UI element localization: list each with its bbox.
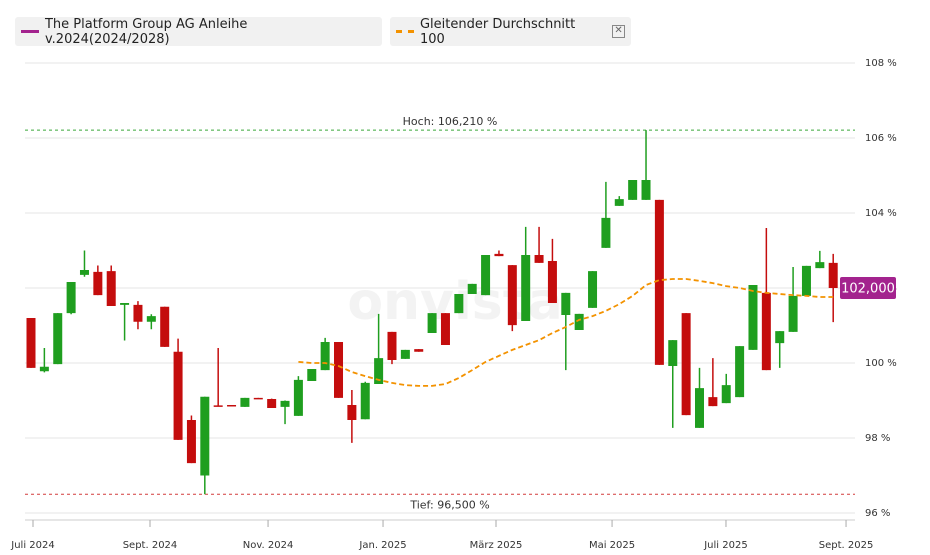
candle-body [708,397,718,407]
remove-indicator-button[interactable]: ✕ [612,25,625,38]
candle-body [561,292,571,315]
last-value-box [840,277,896,299]
legend-item: The Platform Group AG Anleihe v.2024(202… [15,16,382,47]
candle-body [160,306,170,347]
candle-body [133,304,143,322]
candle-body [253,397,263,400]
candle-body [614,199,624,206]
candle-body [601,217,611,248]
x-tick-label: Nov. 2024 [243,540,294,551]
candle-body [186,420,196,464]
legend-label: Gleitender Durchschnitt 100 [419,16,576,47]
candle-body [374,358,384,384]
candle-body [120,303,130,305]
candle-body [26,318,36,368]
candle-body [454,294,464,314]
candle-body [547,261,557,303]
x-tick-label: Sept. 2025 [819,540,874,551]
candle-body [240,397,250,407]
y-tick-label: 98 % [865,433,890,444]
x-tick-label: März 2025 [470,540,523,551]
candle-body [146,316,156,322]
y-tick-label: 106 % [865,133,897,144]
candle-body [775,331,785,344]
candle-body [360,382,370,420]
y-tick-label: 102 % [865,283,897,294]
candle-body [66,282,76,314]
candle-body [427,313,437,333]
y-tick-label: 104 % [865,208,897,219]
candle-body [173,351,183,440]
candle-body [440,313,450,345]
candle-body [588,271,598,308]
x-tick-label: Mai 2025 [589,540,635,551]
legend-swatch [21,30,39,33]
candle-body [93,271,103,296]
y-tick-label: 108 % [865,58,897,69]
y-tick-label: 96 % [865,508,890,519]
candle-body [534,255,544,263]
candle-body [494,253,504,257]
candle-body [39,366,49,372]
candle-body [400,349,410,359]
candle-body [320,342,330,371]
x-tick-label: Sept. 2024 [123,540,178,551]
legend-label: The Platform Group AG Anleihe v.2024(202… [44,16,248,47]
reference-label: Tief: 96,500 % [409,498,489,511]
reference-label: Hoch: 106,210 % [403,115,498,128]
y-tick-label: 100 % [865,358,897,369]
candle-body [668,340,678,366]
candle-body [681,313,691,416]
candle-body [761,292,771,371]
candle-body [307,369,317,381]
candle-body [467,283,477,294]
candle-body [695,388,704,428]
candle-body [628,180,638,200]
candle-body [815,262,825,269]
candle-body [788,295,798,332]
candle-body [641,180,651,200]
moving-average-line [298,278,834,387]
candle-body [106,271,116,306]
candle-body [828,262,838,288]
candle-body [347,405,357,420]
legend-swatch [396,30,414,33]
candle-body [801,265,811,296]
candle-body [507,265,517,326]
watermark: onvista [347,272,562,332]
candle-body [481,255,491,296]
x-tick-label: Juli 2024 [10,540,54,551]
candle-body [721,385,731,404]
x-tick-label: Juli 2025 [703,540,747,551]
candle-body [227,405,237,407]
candle-body [293,379,303,416]
last-value-label: 102,000 [841,282,895,297]
candle-body [213,405,223,407]
candle-body [53,313,63,365]
candle-body [280,400,290,407]
candle-body [735,346,745,398]
candle-body [387,331,397,360]
candle-body [414,349,424,352]
candle-body [654,199,664,365]
x-tick-label: Jan. 2025 [358,540,406,551]
candle-body [267,399,277,408]
candle-body [748,285,758,350]
candle-body [200,396,210,476]
candle-body [521,255,531,321]
candle-body [334,342,344,398]
legend-item: Gleitender Durchschnitt 100 ✕ [390,16,631,47]
candle-body [79,270,89,275]
candle-body [574,313,584,330]
